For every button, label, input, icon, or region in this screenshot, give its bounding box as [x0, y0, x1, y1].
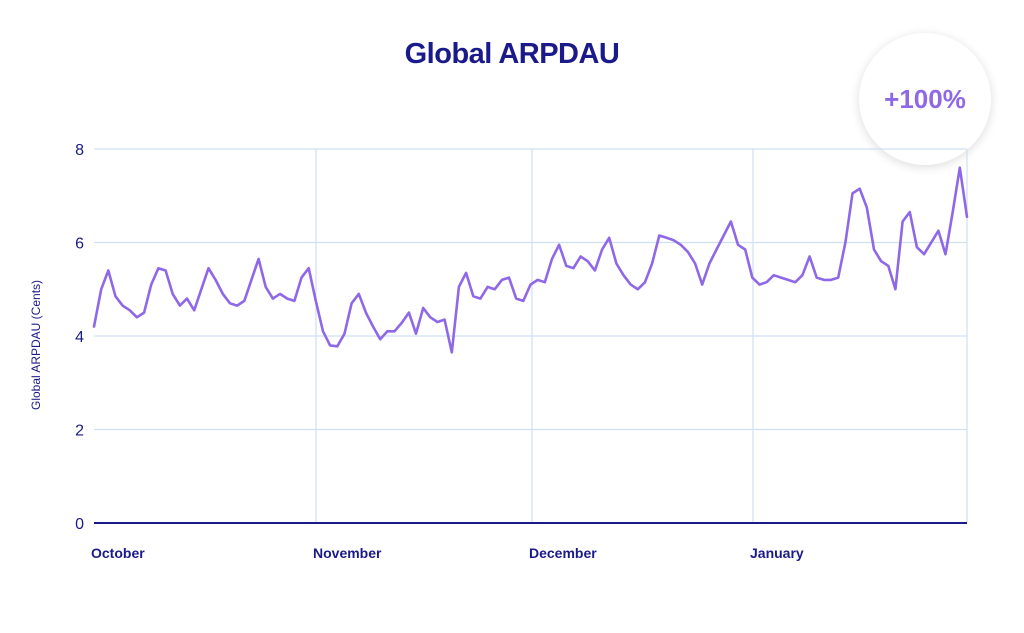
series-line [92, 166, 969, 354]
x-tick-label: January [750, 545, 804, 561]
x-tick-label: November [313, 545, 382, 561]
series-group [92, 166, 969, 354]
growth-badge: +100% [859, 33, 991, 165]
x-tick-labels: October November December January [91, 545, 804, 561]
growth-badge-label: +100% [884, 83, 966, 114]
grid-lines [94, 148, 968, 523]
y-axis-label: Global ARPDAU (Cents) [29, 280, 43, 410]
chart-title: Global ARPDAU [404, 38, 620, 70]
x-tick-label: October [91, 545, 145, 561]
x-tick-label: December [529, 545, 597, 561]
y-tick-label: 6 [75, 236, 84, 253]
y-tick-label: 2 [75, 423, 84, 440]
y-tick-label: 0 [75, 516, 84, 533]
y-tick-labels: 0 2 4 6 8 [75, 142, 84, 533]
y-tick-label: 4 [75, 329, 84, 346]
y-tick-label: 8 [75, 142, 84, 159]
